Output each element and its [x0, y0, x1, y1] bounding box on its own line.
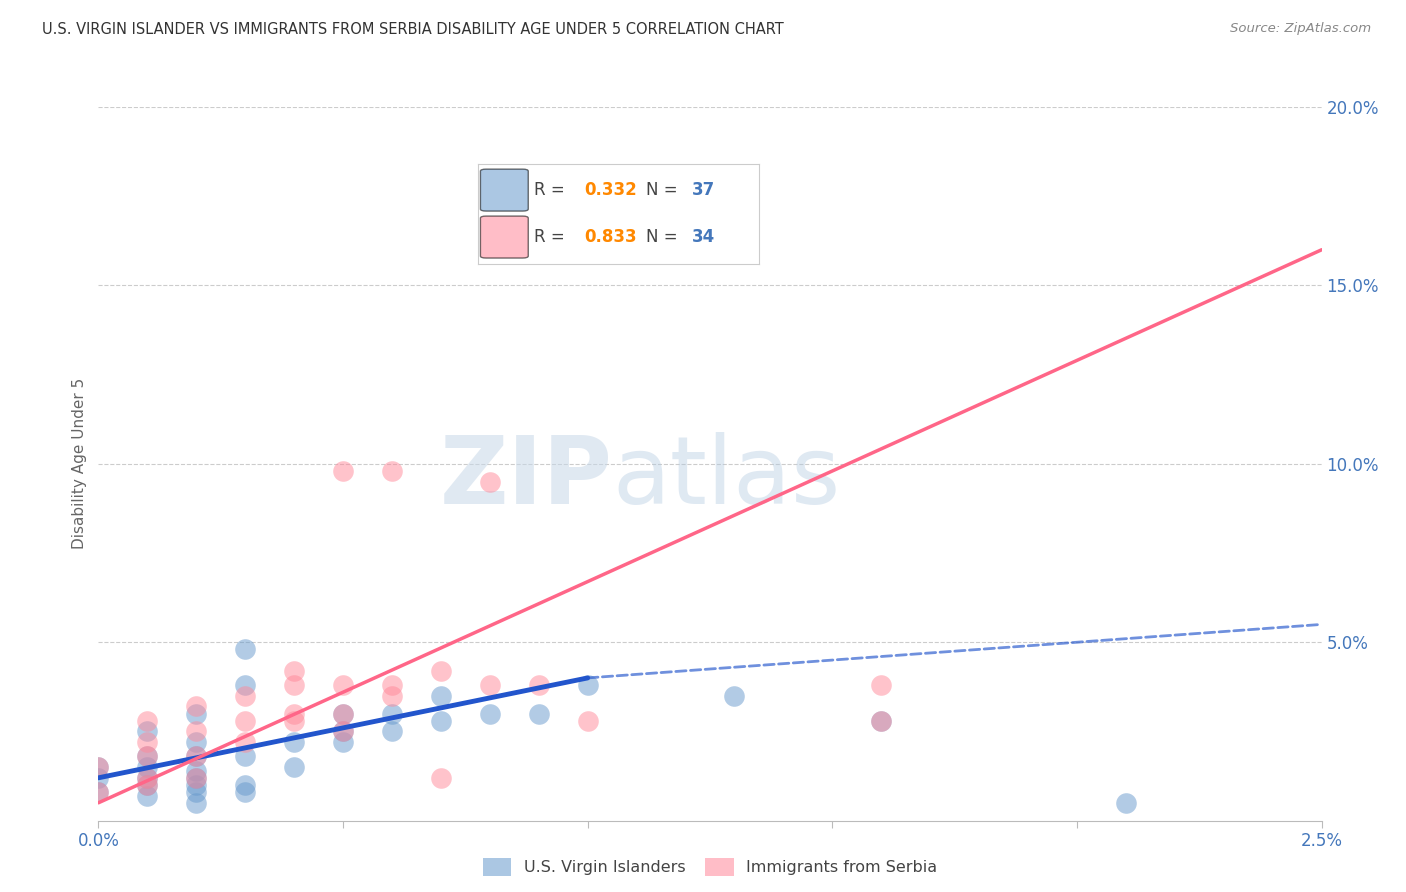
Point	[186, 796, 208, 810]
Point	[381, 464, 404, 478]
Point	[233, 714, 256, 728]
Point	[87, 771, 110, 785]
Point	[332, 706, 354, 721]
Point	[283, 678, 305, 692]
Point	[233, 689, 256, 703]
Point	[186, 735, 208, 749]
Point	[233, 735, 256, 749]
Point	[233, 785, 256, 799]
Point	[527, 706, 550, 721]
Point	[136, 749, 159, 764]
Point	[283, 706, 305, 721]
Point	[430, 714, 453, 728]
Text: R =: R =	[534, 228, 569, 246]
Point	[381, 678, 404, 692]
Point	[723, 243, 745, 257]
Point	[136, 789, 159, 803]
Point	[87, 760, 110, 774]
Text: R =: R =	[534, 181, 569, 199]
Text: 37: 37	[692, 181, 714, 199]
Point	[283, 664, 305, 678]
Text: ZIP: ZIP	[439, 432, 612, 524]
Point	[478, 678, 501, 692]
Point	[136, 771, 159, 785]
Point	[1115, 796, 1137, 810]
Point	[186, 749, 208, 764]
Point	[478, 475, 501, 489]
Point	[870, 678, 893, 692]
Point	[576, 678, 599, 692]
Point	[186, 724, 208, 739]
Point	[430, 689, 453, 703]
Point	[233, 642, 256, 657]
Point	[87, 760, 110, 774]
Point	[136, 778, 159, 792]
Point	[332, 724, 354, 739]
Point	[136, 724, 159, 739]
Point	[136, 771, 159, 785]
Point	[381, 724, 404, 739]
Point	[233, 678, 256, 692]
Point	[283, 735, 305, 749]
Point	[430, 664, 453, 678]
Point	[186, 706, 208, 721]
FancyBboxPatch shape	[481, 216, 529, 258]
Point	[186, 764, 208, 778]
FancyBboxPatch shape	[481, 169, 529, 211]
Y-axis label: Disability Age Under 5: Disability Age Under 5	[72, 378, 87, 549]
Point	[233, 749, 256, 764]
Point	[87, 785, 110, 799]
Point	[332, 678, 354, 692]
Point	[186, 771, 208, 785]
Point	[576, 714, 599, 728]
Point	[332, 735, 354, 749]
Point	[87, 785, 110, 799]
Point	[283, 714, 305, 728]
Point	[233, 778, 256, 792]
Point	[723, 689, 745, 703]
Point	[332, 464, 354, 478]
Text: atlas: atlas	[612, 432, 841, 524]
Text: N =: N =	[647, 181, 683, 199]
Point	[136, 714, 159, 728]
Point	[186, 785, 208, 799]
Text: 0.833: 0.833	[585, 228, 637, 246]
Point	[136, 760, 159, 774]
Point	[186, 699, 208, 714]
Point	[430, 771, 453, 785]
Point	[332, 706, 354, 721]
Text: Source: ZipAtlas.com: Source: ZipAtlas.com	[1230, 22, 1371, 36]
Point	[186, 778, 208, 792]
Point	[870, 714, 893, 728]
Point	[136, 749, 159, 764]
Text: 34: 34	[692, 228, 714, 246]
Point	[136, 735, 159, 749]
Point	[186, 749, 208, 764]
Point	[136, 778, 159, 792]
Point	[381, 689, 404, 703]
Point	[478, 706, 501, 721]
Point	[381, 706, 404, 721]
Point	[283, 760, 305, 774]
Point	[332, 724, 354, 739]
Text: N =: N =	[647, 228, 683, 246]
Legend: U.S. Virgin Islanders, Immigrants from Serbia: U.S. Virgin Islanders, Immigrants from S…	[475, 849, 945, 884]
Point	[527, 678, 550, 692]
Point	[870, 714, 893, 728]
Text: U.S. VIRGIN ISLANDER VS IMMIGRANTS FROM SERBIA DISABILITY AGE UNDER 5 CORRELATIO: U.S. VIRGIN ISLANDER VS IMMIGRANTS FROM …	[42, 22, 785, 37]
Point	[186, 771, 208, 785]
Text: 0.332: 0.332	[585, 181, 637, 199]
